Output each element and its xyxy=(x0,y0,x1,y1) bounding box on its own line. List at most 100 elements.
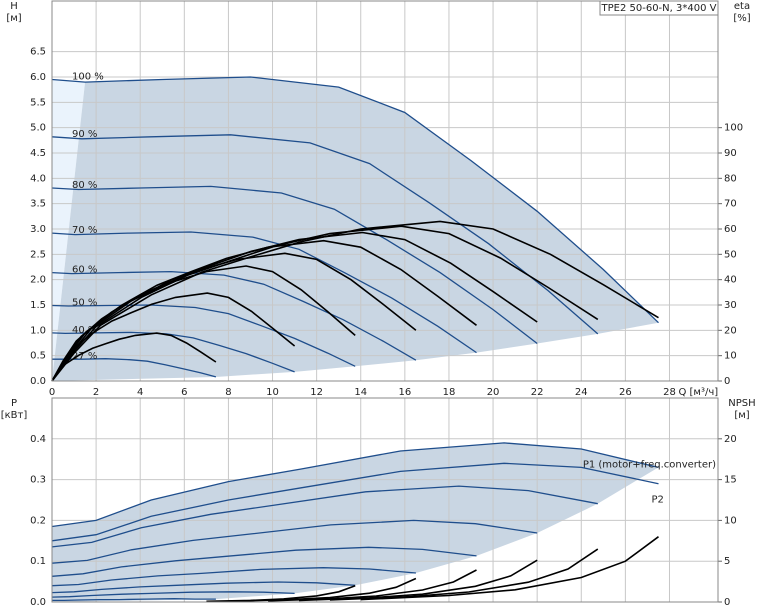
secondary-curve xyxy=(268,569,477,602)
y2-tick-label: 10 xyxy=(724,515,737,526)
y-tick-label: 0.2 xyxy=(30,515,46,526)
curve-label: 50 % xyxy=(72,298,97,309)
x-tick-label: 16 xyxy=(398,387,411,398)
y-tick-label: 0.3 xyxy=(30,475,46,486)
primary-curve xyxy=(51,185,538,345)
x-tick-label: 18 xyxy=(443,387,456,398)
primary-curve xyxy=(51,231,477,354)
y-axis-unit: [м] xyxy=(6,13,21,24)
y2-axis-label: eta xyxy=(734,1,750,12)
y-axis-label: H xyxy=(10,1,18,12)
y2-tick-label: 5 xyxy=(724,556,730,567)
y2-tick-label: 15 xyxy=(724,475,737,486)
primary-curve xyxy=(52,598,216,602)
y-tick-label: 0.5 xyxy=(30,351,46,362)
y2-tick-label: 30 xyxy=(724,300,737,311)
x-tick-label: 20 xyxy=(487,387,500,398)
curve-label: 27 % xyxy=(72,351,97,362)
y2-tick-label: 40 xyxy=(724,275,737,286)
secondary-curve xyxy=(51,332,217,382)
x-tick-label: 26 xyxy=(619,387,632,398)
secondary-curve xyxy=(298,559,538,602)
y2-tick-label: 100 xyxy=(724,123,743,134)
y-axis-unit: [кВт] xyxy=(1,410,28,421)
y2-tick-label: 80 xyxy=(724,173,737,184)
chart-title: TPE2 50-60-N, 3*400 V xyxy=(601,3,717,14)
curve-label: 90 % xyxy=(72,129,97,140)
y-tick-label: 2.5 xyxy=(30,249,46,260)
secondary-curve xyxy=(206,584,356,603)
y-tick-label: 4.5 xyxy=(30,148,46,159)
curve-label: P2 xyxy=(651,495,663,506)
primary-curve xyxy=(51,519,538,564)
x-tick-label: 28 xyxy=(663,387,676,398)
curve-label: 40 % xyxy=(72,325,97,336)
secondary-curve xyxy=(329,548,599,601)
curve-label: 100 % xyxy=(72,72,104,83)
y-tick-label: 1.0 xyxy=(30,325,46,336)
y-tick-label: 5.5 xyxy=(30,97,46,108)
y2-tick-label: 0 xyxy=(724,376,730,387)
y-tick-label: 6.0 xyxy=(30,72,46,83)
y-tick-label: 0.0 xyxy=(30,376,46,387)
primary-curve xyxy=(51,462,659,542)
primary-curve xyxy=(51,304,356,367)
operating-range xyxy=(52,442,659,602)
y2-tick-label: 10 xyxy=(724,351,737,362)
plot-frame xyxy=(51,0,719,382)
y2-tick-label: 0 xyxy=(724,597,730,608)
primary-curve xyxy=(51,581,356,594)
title-box xyxy=(599,0,719,16)
y-tick-label: 5.0 xyxy=(30,123,46,134)
y2-tick-label: 50 xyxy=(724,249,737,260)
curve-label: 70 % xyxy=(72,225,97,236)
x-tick-label: 4 xyxy=(137,387,143,398)
primary-curve xyxy=(51,591,295,598)
y-tick-label: 4.0 xyxy=(30,173,46,184)
x-tick-label: 0 xyxy=(49,387,55,398)
y2-axis-unit: [%] xyxy=(733,13,750,24)
y-tick-label: 3.0 xyxy=(30,224,46,235)
y2-axis-label: NPSH xyxy=(728,398,755,409)
curve-label: 80 % xyxy=(72,180,97,191)
x-tick-label: 22 xyxy=(531,387,544,398)
curve-label: P1 (motor+freq.converter) xyxy=(583,459,716,470)
y-tick-label: 0.4 xyxy=(30,434,46,445)
y2-tick-label: 90 xyxy=(724,148,737,159)
x-tick-label: 2 xyxy=(93,387,99,398)
secondary-curve xyxy=(360,536,659,601)
primary-curve xyxy=(51,546,477,577)
y-tick-label: 1.5 xyxy=(30,300,46,311)
y-tick-label: 2.0 xyxy=(30,275,46,286)
primary-curve xyxy=(51,331,295,373)
primary-curve xyxy=(51,76,659,324)
primary-curve xyxy=(51,567,416,587)
y-tick-label: 0.0 xyxy=(30,597,46,608)
secondary-curve xyxy=(237,577,417,602)
curve-label: 60 % xyxy=(72,265,97,276)
x-tick-label: 8 xyxy=(225,387,231,398)
x-tick-label: 12 xyxy=(310,387,323,398)
y2-axis-unit: [м] xyxy=(734,410,749,421)
primary-curve xyxy=(51,485,598,548)
x-axis-label: Q [м³/ч] xyxy=(678,387,718,398)
x-tick-label: 6 xyxy=(181,387,187,398)
y-tick-label: 0.1 xyxy=(30,556,46,567)
x-tick-label: 24 xyxy=(575,387,588,398)
y2-tick-label: 70 xyxy=(724,199,737,210)
secondary-curve xyxy=(51,220,659,382)
primary-curve xyxy=(51,270,417,361)
y-tick-label: 6.5 xyxy=(30,47,46,58)
x-tick-label: 10 xyxy=(266,387,279,398)
y-tick-label: 3.5 xyxy=(30,199,46,210)
y2-tick-label: 20 xyxy=(724,434,737,445)
primary-curve xyxy=(51,442,659,528)
plot-frame xyxy=(51,397,719,603)
y-axis-label: P xyxy=(11,398,17,409)
secondary-curve xyxy=(51,265,356,382)
y2-tick-label: 60 xyxy=(724,224,737,235)
x-tick-label: 14 xyxy=(354,387,367,398)
secondary-curve xyxy=(51,292,296,382)
primary-curve xyxy=(51,134,599,335)
